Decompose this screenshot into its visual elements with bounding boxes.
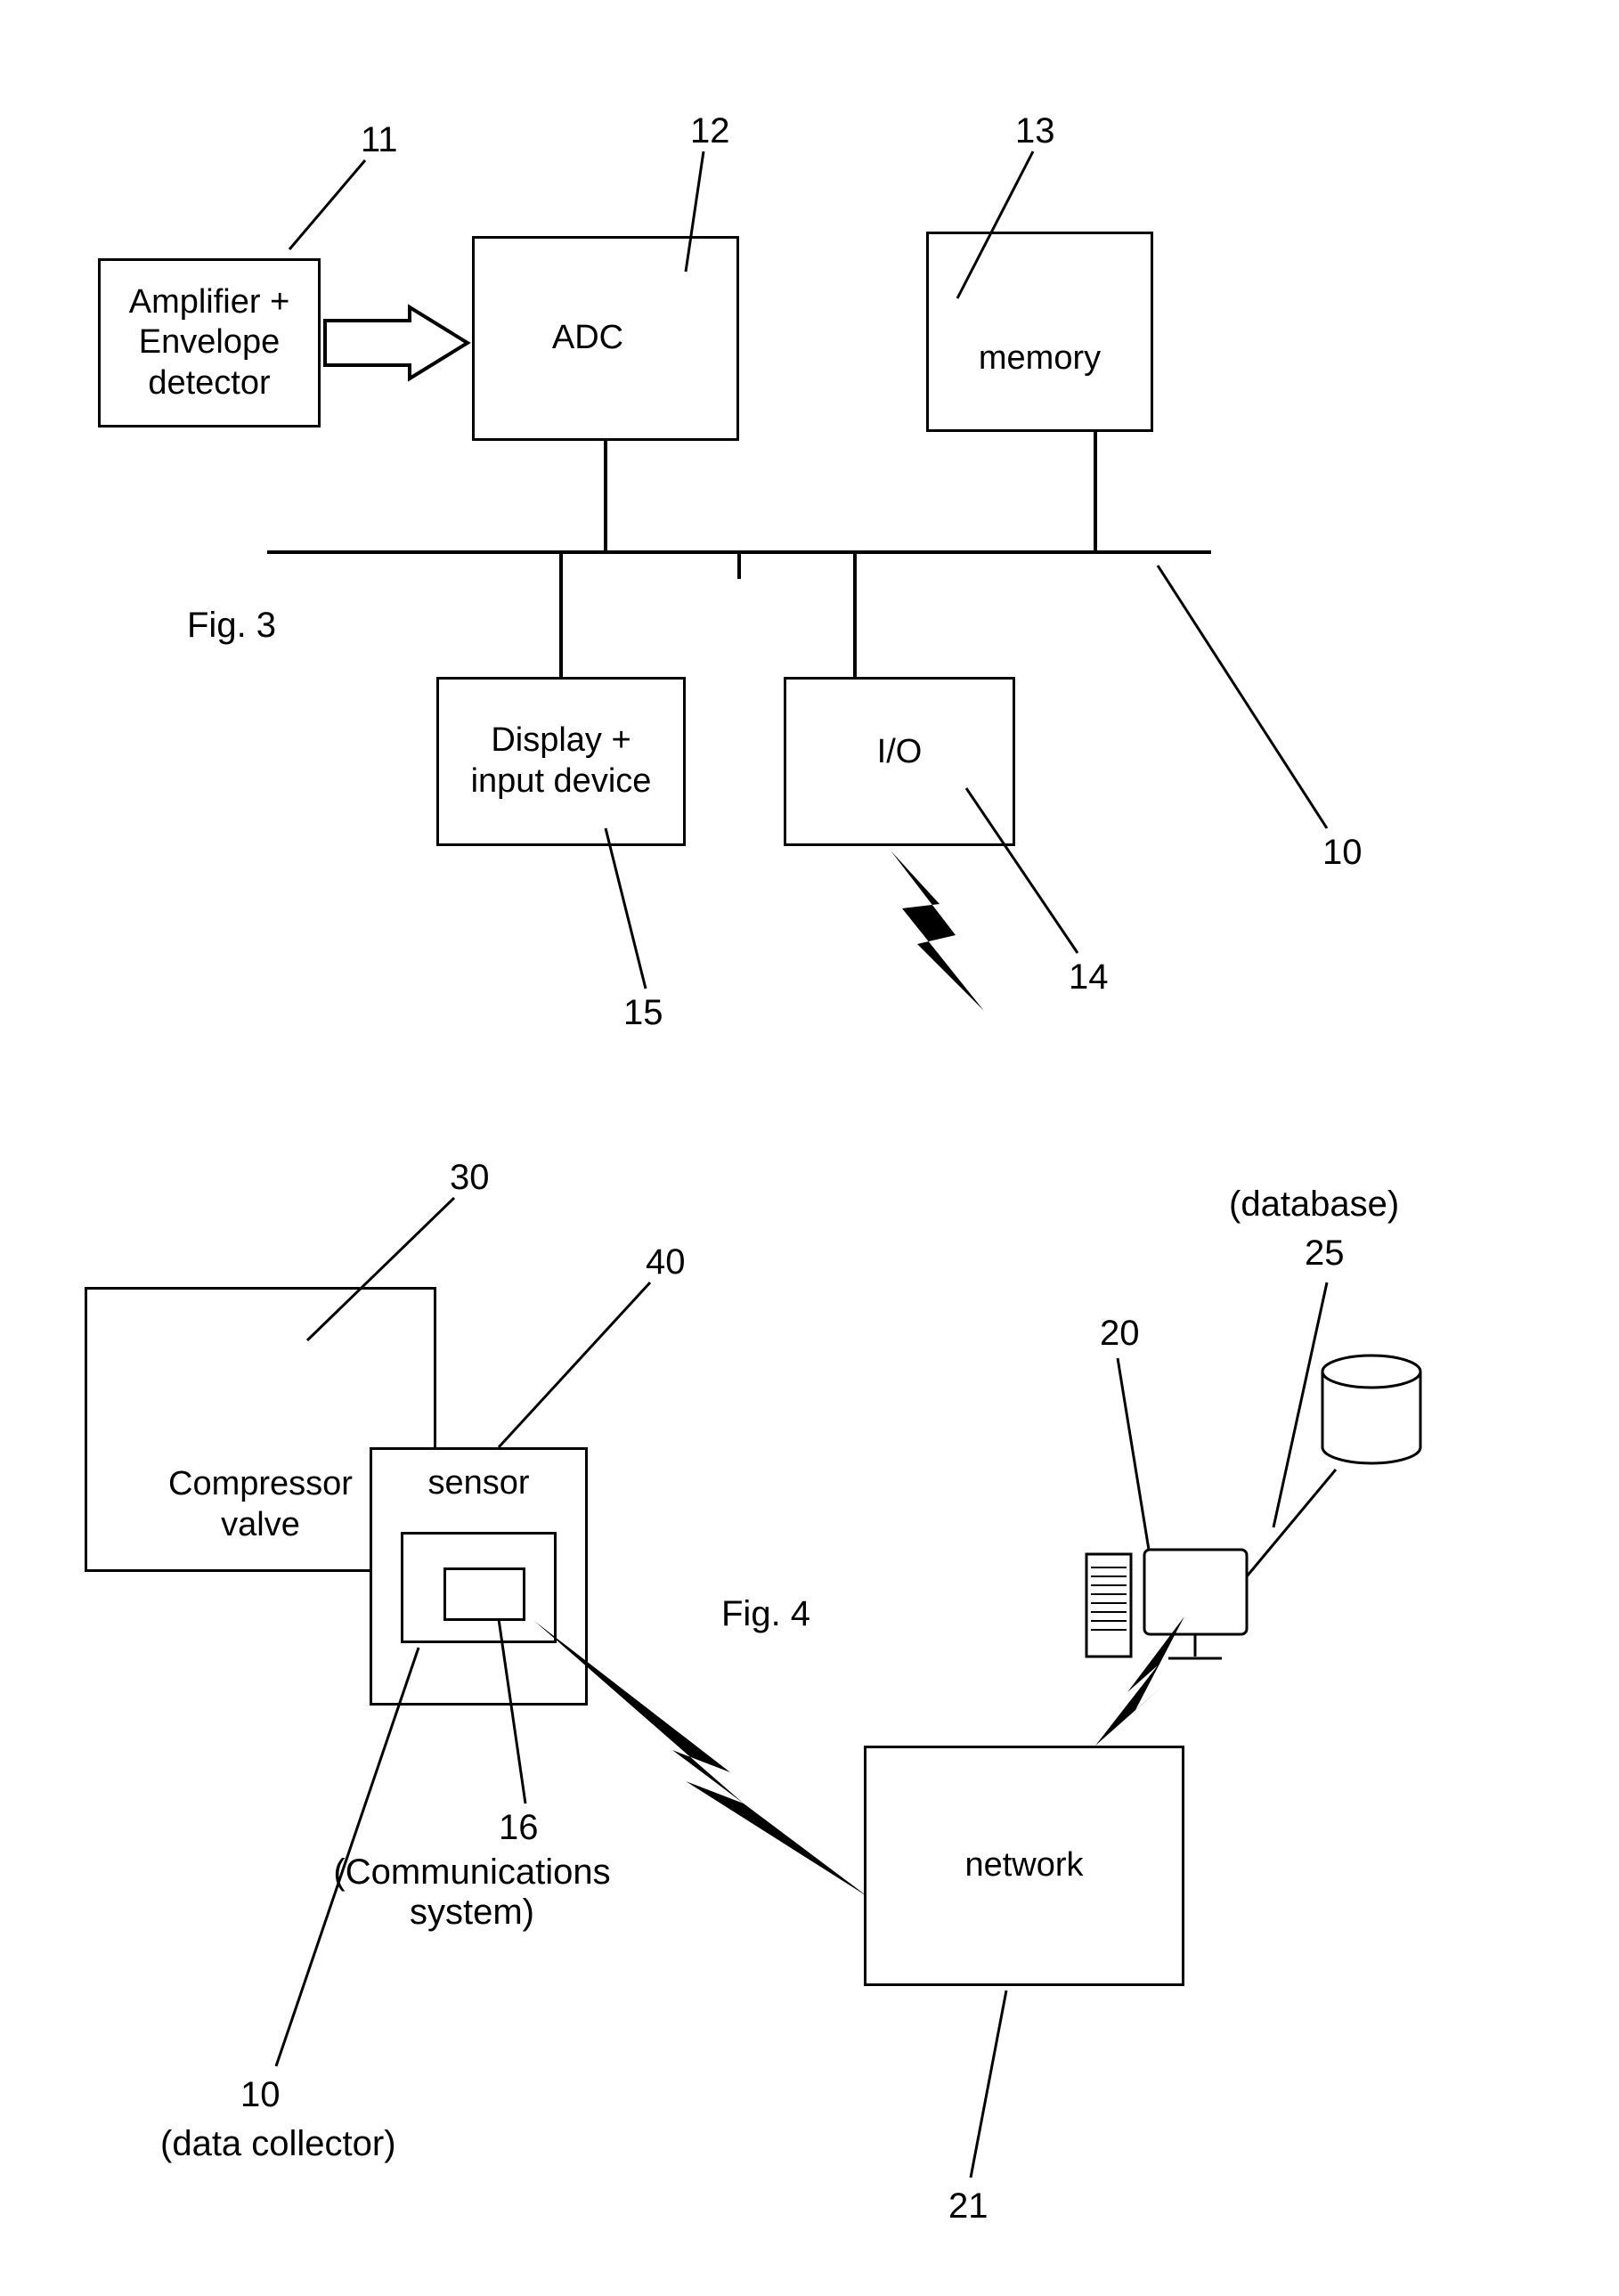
block-display-label: Display +input device bbox=[471, 721, 652, 802]
block-amplifier-label: Amplifier +Envelopedetector bbox=[129, 282, 290, 404]
block-compressor-label: Compressorvalve bbox=[168, 1464, 353, 1545]
block-sensor-label: sensor bbox=[372, 1463, 585, 1504]
ref-12: 12 bbox=[690, 111, 730, 151]
ref-10-fig4: 10 bbox=[240, 2075, 281, 2115]
ref-16-caption: (Communicationssystem) bbox=[303, 1852, 641, 1933]
block-adc: ADC bbox=[472, 236, 739, 441]
ref-25-caption: (database) bbox=[1229, 1185, 1399, 1225]
ref-21: 21 bbox=[948, 2186, 988, 2227]
lightning-io-icon bbox=[891, 851, 984, 1011]
ref-16: 16 bbox=[499, 1808, 539, 1848]
block-amplifier: Amplifier +Envelopedetector bbox=[98, 258, 321, 427]
computer-icon bbox=[1086, 1550, 1247, 1658]
block-io-label: I/O bbox=[877, 732, 923, 773]
ref-20: 20 bbox=[1100, 1314, 1140, 1354]
block-network: network bbox=[864, 1746, 1184, 1986]
block-network-label: network bbox=[964, 1845, 1083, 1886]
ref-10: 10 bbox=[1322, 833, 1363, 873]
block-memory: memory bbox=[926, 232, 1153, 432]
block-comm-system bbox=[443, 1567, 525, 1621]
ref-14: 14 bbox=[1069, 957, 1109, 997]
ref-25: 25 bbox=[1305, 1233, 1345, 1274]
fig4-title: Fig. 4 bbox=[721, 1594, 810, 1634]
block-io: I/O bbox=[784, 677, 1015, 846]
ref-10-caption: (data collector) bbox=[160, 2124, 396, 2164]
database-icon bbox=[1322, 1356, 1420, 1463]
ref-15: 15 bbox=[623, 993, 663, 1033]
fig3-title: Fig. 3 bbox=[187, 606, 276, 646]
lightning-network-computer-icon bbox=[1095, 1616, 1184, 1746]
block-display: Display +input device bbox=[436, 677, 686, 846]
block-memory-label: memory bbox=[979, 338, 1101, 379]
ref-11: 11 bbox=[361, 120, 398, 160]
ref-13: 13 bbox=[1015, 111, 1055, 151]
arrow-amp-to-adc bbox=[325, 307, 468, 379]
ref-30: 30 bbox=[450, 1158, 490, 1198]
block-adc-label: ADC bbox=[552, 318, 623, 359]
ref-40: 40 bbox=[646, 1242, 686, 1282]
